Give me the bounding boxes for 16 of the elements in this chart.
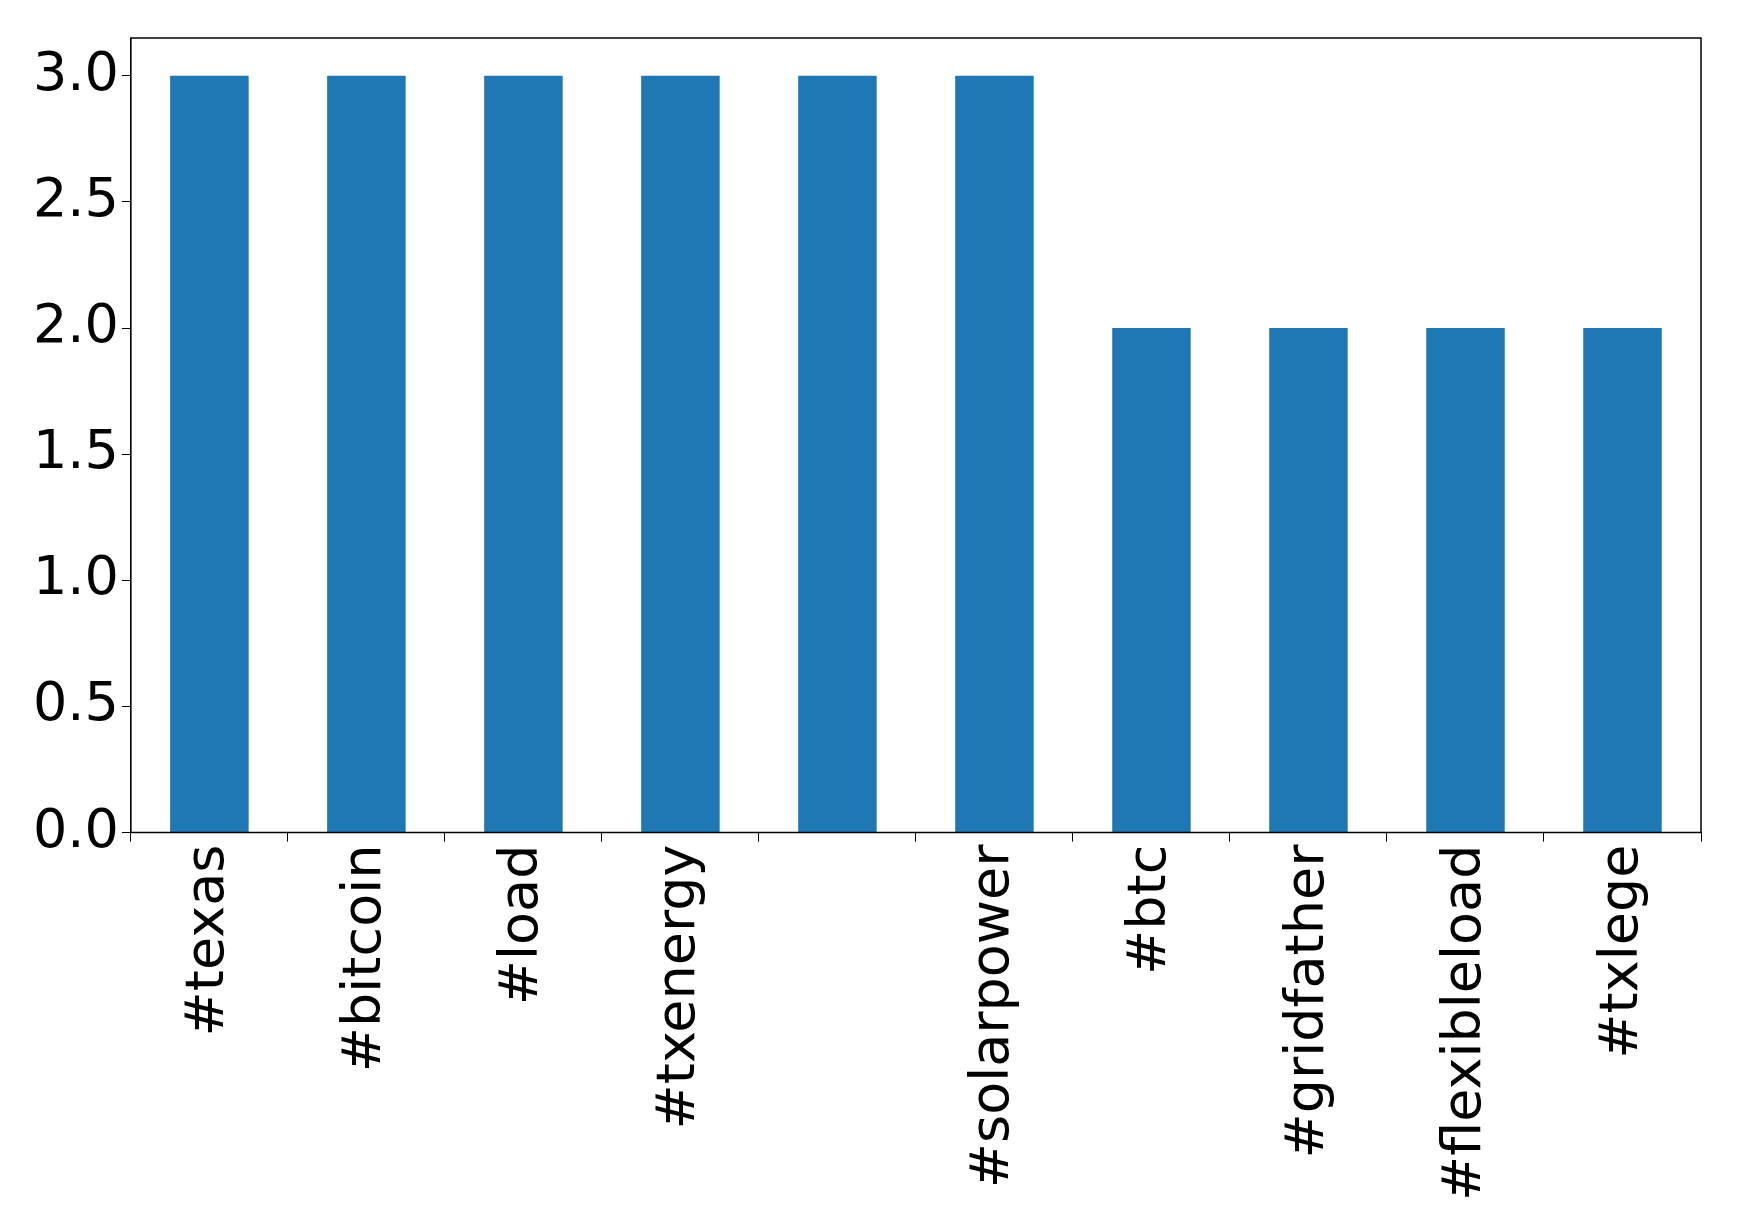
x-tick-label: #texas [173, 844, 237, 1037]
y-tick-label: 1.0 [32, 544, 119, 608]
y-tick-label: 0.0 [32, 796, 119, 860]
x-tick-label: #gridfather [1272, 843, 1336, 1159]
y-tick-label: 2.0 [32, 292, 119, 356]
x-tick-label: #solarpower [958, 843, 1022, 1189]
x-tick-label: #txenergy [644, 844, 708, 1130]
x-tick-label: #bitcoin [330, 844, 394, 1073]
x-tick-label: #flexibleload [1429, 844, 1493, 1201]
y-tick-label: 2.5 [32, 166, 119, 229]
x-tick-label: #btc [1115, 844, 1179, 975]
x-tick-label: #load [487, 844, 551, 1006]
y-tick-label: 3.0 [32, 39, 119, 103]
y-tick-label: 1.5 [32, 418, 119, 482]
x-tick-label: #txlege [1586, 844, 1650, 1059]
y-tick-label: 0.5 [32, 670, 119, 734]
